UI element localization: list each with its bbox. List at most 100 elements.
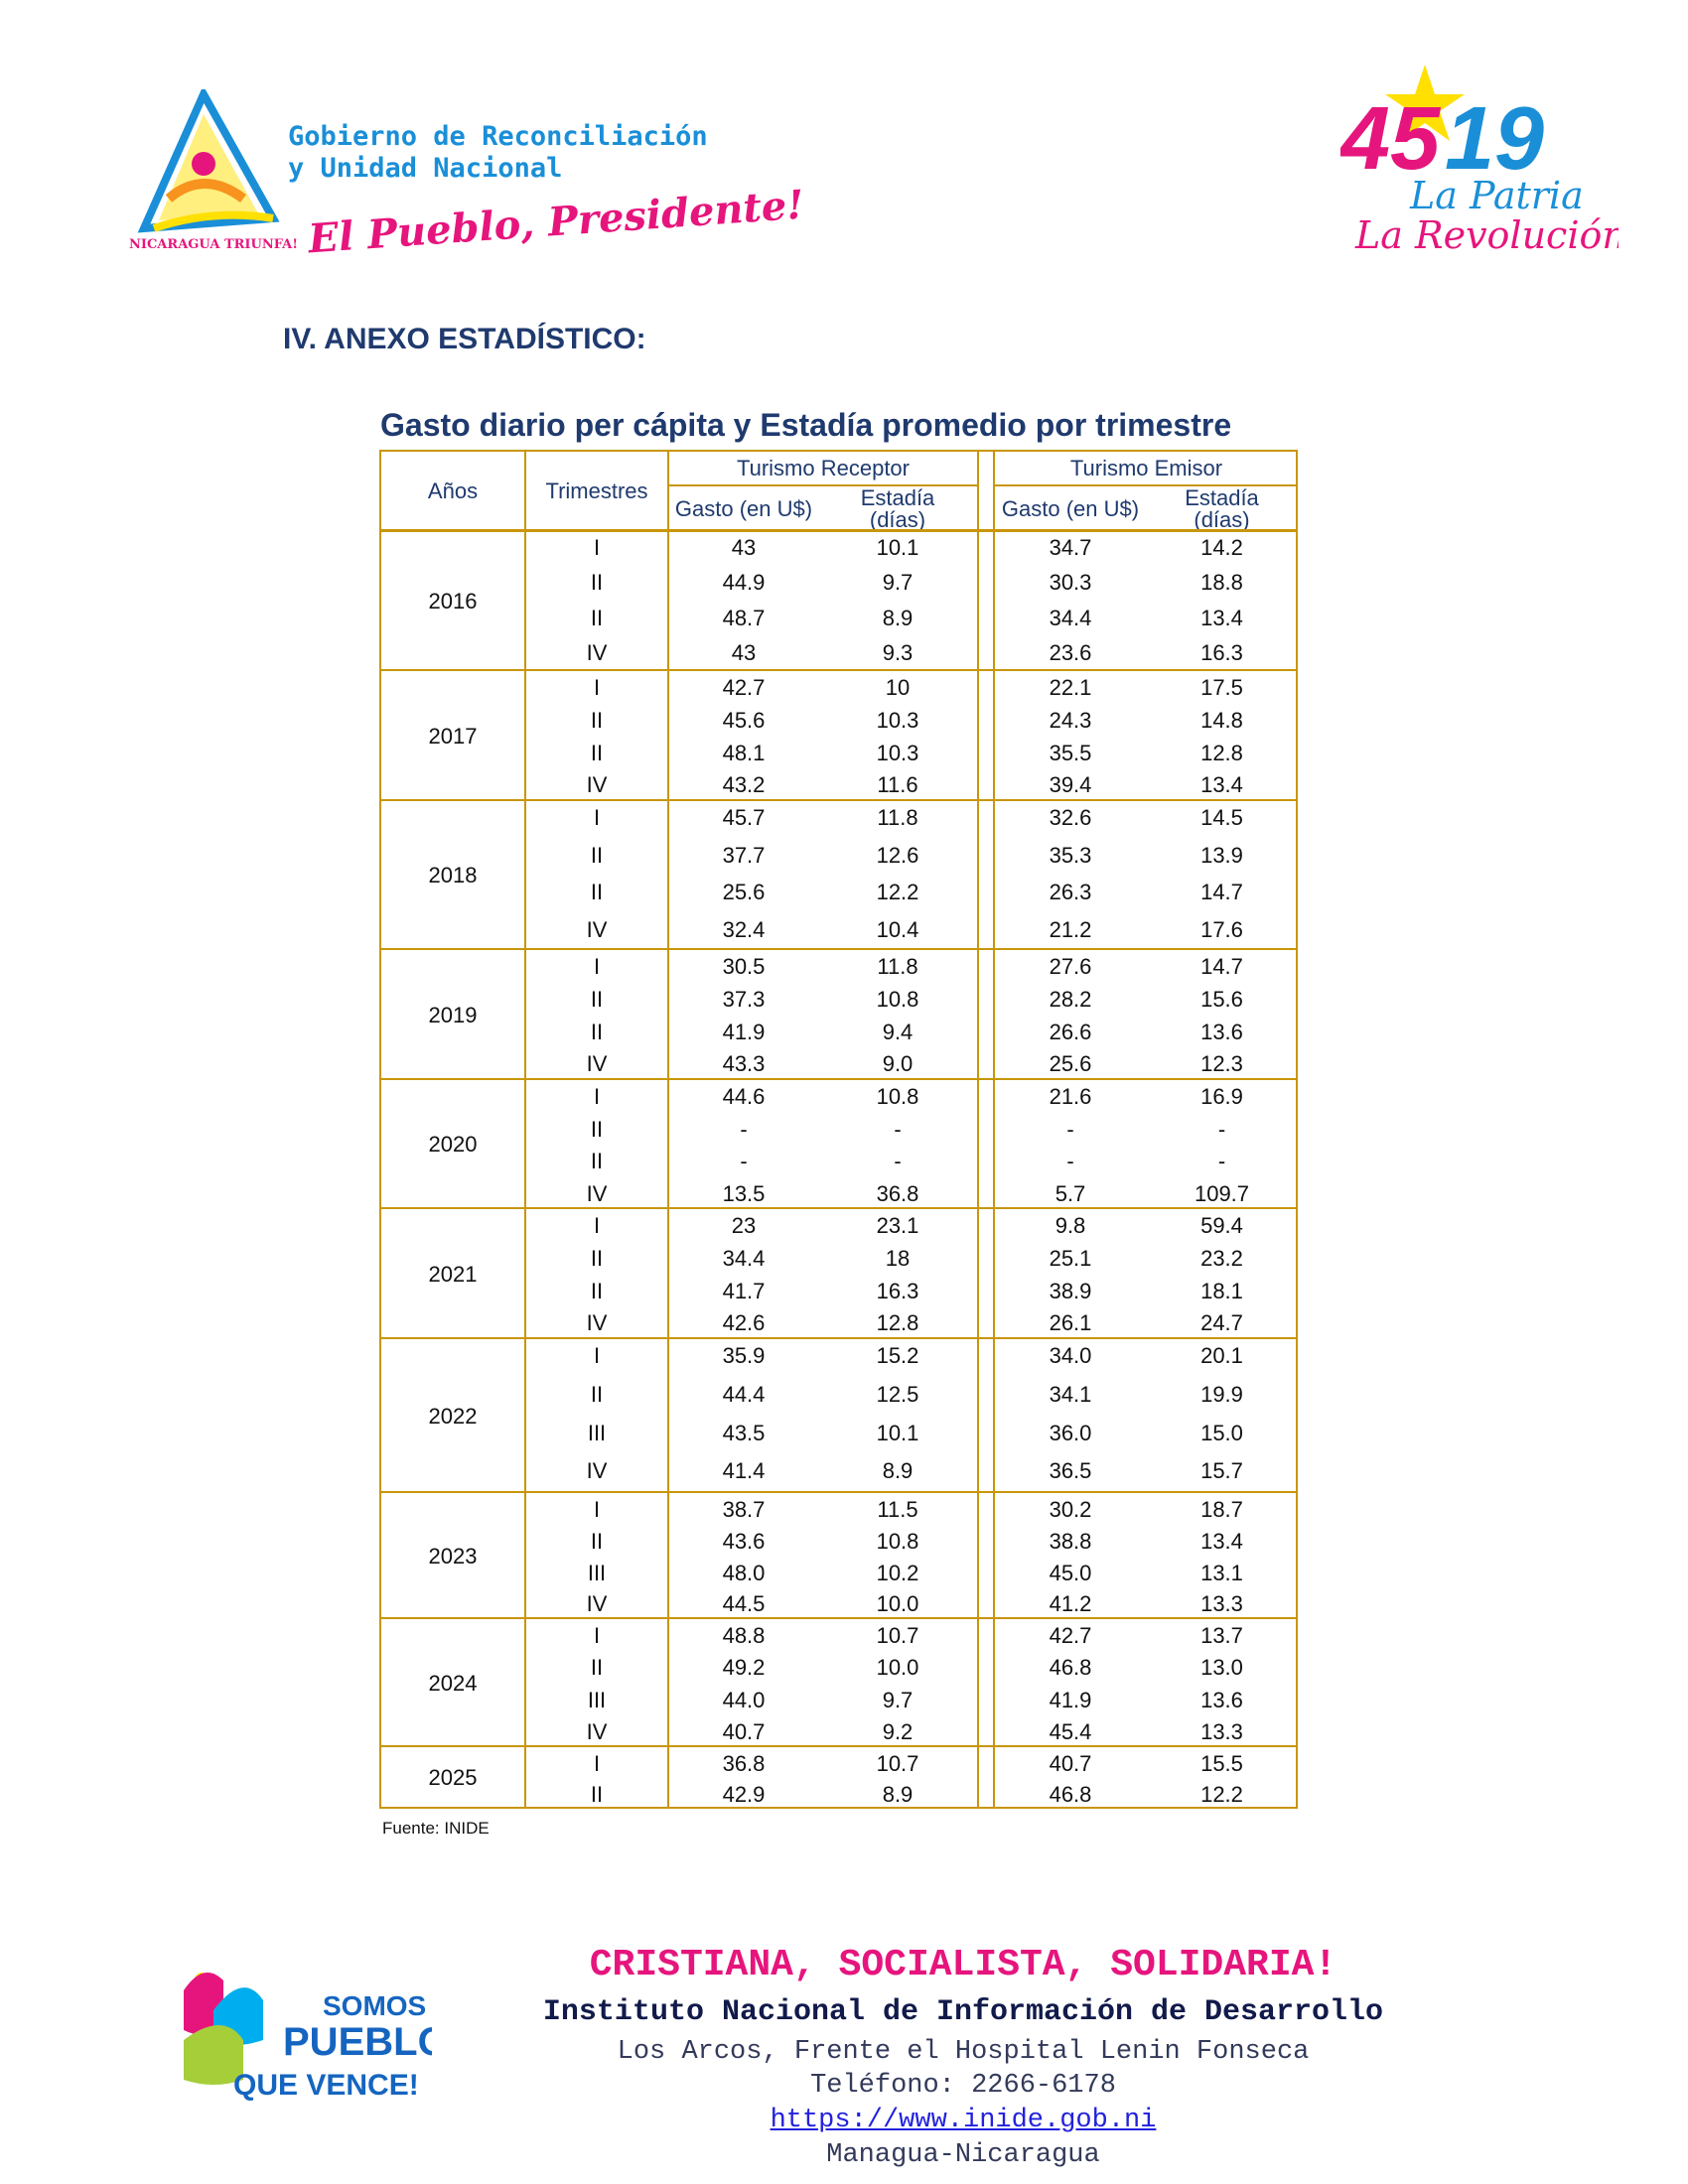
quarter-cell: IV	[586, 1180, 608, 1206]
row-divider	[381, 1078, 1296, 1080]
emisor-gasto-cell: -	[1066, 1116, 1074, 1142]
quarter-cell: II	[590, 1245, 604, 1271]
emisor-gasto-cell: 40.7	[1049, 1751, 1092, 1776]
quarter-cell: IV	[586, 916, 608, 942]
quarter-cell: II	[590, 605, 604, 630]
emisor-estadia-cell: 24.7	[1200, 1310, 1243, 1336]
receptor-estadia-cell: 11.8	[877, 954, 918, 979]
svg-text:La Patria: La Patria	[1409, 174, 1584, 217]
receptor-estadia-cell: 11.8	[877, 805, 918, 830]
receptor-gasto-cell: 48.0	[722, 1560, 766, 1585]
quarter-cell: II	[590, 1528, 604, 1554]
emisor-estadia-cell: 18.7	[1200, 1497, 1243, 1522]
quarter-cell: IV	[586, 1591, 608, 1617]
receptor-estadia-cell: 36.8	[876, 1180, 919, 1206]
header-quarters: Trimestres	[545, 478, 648, 503]
receptor-gasto-cell: 44.5	[722, 1591, 766, 1617]
emisor-estadia-cell: 14.7	[1200, 880, 1243, 904]
emisor-estadia-cell: 17.6	[1200, 916, 1243, 942]
receptor-estadia-cell: 9.3	[882, 639, 914, 665]
receptor-estadia-cell: 10.3	[876, 740, 919, 765]
receptor-estadia-cell: 10.3	[876, 707, 919, 733]
emisor-gasto-cell: 32.6	[1049, 805, 1092, 830]
receptor-gasto-cell: 41.7	[722, 1278, 766, 1303]
quarter-cell: I	[593, 805, 601, 830]
receptor-gasto-cell: 43.2	[722, 772, 766, 798]
svg-text:SOMOS: SOMOS	[323, 1990, 426, 2021]
emisor-estadia-cell: 16.3	[1200, 639, 1243, 665]
emisor-estadia-cell: -	[1217, 1116, 1226, 1142]
quarter-cell: II	[590, 1381, 604, 1407]
emisor-gasto-cell: 25.1	[1049, 1245, 1092, 1271]
quarter-cell: I	[593, 954, 601, 979]
star-icon: 45 19 La Patria La Revolución!	[1338, 65, 1641, 257]
receptor-gasto-cell: 44.6	[722, 1084, 766, 1109]
emisor-estadia-cell: 13.3	[1200, 1718, 1243, 1744]
svg-text:19: 19	[1445, 89, 1544, 189]
footer-url-link[interactable]: https://www.inide.gob.ni	[770, 2106, 1157, 2135]
receptor-estadia-cell: 9.7	[882, 570, 914, 596]
emisor-gasto-cell: 42.7	[1049, 1623, 1092, 1648]
footer-phone: Teléfono: 2266-6178	[810, 2071, 1116, 2101]
emisor-gasto-cell: 36.5	[1049, 1458, 1092, 1484]
receptor-estadia-cell: 8.9	[882, 1782, 914, 1807]
emisor-estadia-cell: 14.7	[1200, 954, 1243, 979]
receptor-gasto-cell: 41.4	[722, 1458, 766, 1484]
receptor-gasto-cell: 48.1	[722, 740, 766, 765]
receptor-gasto-cell: 44.9	[722, 570, 766, 596]
receptor-estadia-cell: -	[894, 1149, 902, 1173]
quarter-cell: I	[593, 1213, 601, 1238]
year-cell: 2022	[428, 1403, 478, 1429]
quarter-cell: IV	[586, 1310, 608, 1336]
quarter-cell: II	[590, 707, 604, 733]
receptor-gasto-cell: 40.7	[722, 1718, 766, 1744]
table-title: Gasto diario per cápita y Estadía promed…	[380, 407, 1232, 443]
quarter-cell: II	[590, 1116, 604, 1142]
row-divider	[381, 948, 1296, 950]
receptor-gasto-cell: 43.5	[722, 1420, 766, 1445]
receptor-estadia-cell: 10.0	[876, 1655, 919, 1681]
quarter-cell: II	[590, 570, 604, 596]
emisor-gasto-cell: 26.3	[1049, 880, 1092, 904]
emisor-gasto-cell: 38.8	[1049, 1528, 1092, 1554]
year-cell: 2024	[428, 1670, 478, 1696]
row-divider	[381, 529, 1296, 532]
emisor-gasto-cell: 26.6	[1049, 1019, 1092, 1044]
header-turismo-receptor: Turismo Receptor	[736, 456, 910, 480]
quarter-cell: I	[593, 675, 601, 700]
quarter-cell: II	[590, 1019, 604, 1044]
emisor-gasto-cell: 24.3	[1049, 707, 1092, 733]
emisor-gasto-cell: 34.0	[1049, 1343, 1092, 1368]
4519-logo: 45 19 La Patria La Revolución!	[1338, 60, 1641, 263]
header-years: Años	[427, 478, 479, 503]
row-divider	[381, 1337, 1296, 1339]
receptor-gasto-cell: 34.4	[722, 1245, 766, 1271]
emisor-gasto-cell: 21.2	[1049, 916, 1092, 942]
receptor-gasto-cell: 32.4	[722, 916, 766, 942]
quarter-cell: I	[593, 1343, 601, 1368]
quarter-cell: IV	[586, 1458, 608, 1484]
receptor-gasto-cell: 25.6	[722, 880, 766, 904]
quarter-cell: III	[587, 1420, 607, 1445]
year-cell: 2018	[428, 863, 478, 887]
emisor-gasto-cell: 25.6	[1049, 1051, 1092, 1077]
receptor-gasto-cell: 42.9	[722, 1782, 766, 1807]
emisor-gasto-cell: 34.7	[1049, 535, 1092, 560]
emisor-estadia-cell: 13.7	[1200, 1623, 1243, 1648]
emisor-estadia-cell: -	[1217, 1149, 1226, 1173]
receptor-estadia-cell: 10	[885, 675, 911, 700]
government-name: Gobierno de Reconciliación y Unidad Naci…	[288, 121, 708, 185]
year-cell: 2021	[428, 1261, 478, 1287]
emisor-estadia-cell: 13.0	[1200, 1655, 1243, 1681]
emisor-estadia-cell: 18.8	[1200, 570, 1243, 596]
emisor-estadia-cell: 16.9	[1200, 1084, 1243, 1109]
emisor-estadia-cell: 13.4	[1200, 1528, 1243, 1554]
quarter-cell: IV	[586, 1051, 608, 1077]
row-divider	[381, 799, 1296, 801]
receptor-estadia-cell: 10.8	[876, 986, 919, 1012]
receptor-gasto-cell: 37.7	[722, 842, 766, 868]
header-emisor-gasto: Gasto (en U$)	[1001, 496, 1140, 521]
emisor-gasto-cell: 45.0	[1049, 1560, 1092, 1585]
header-emisor-estadia: Estadía (días)	[1185, 485, 1259, 532]
